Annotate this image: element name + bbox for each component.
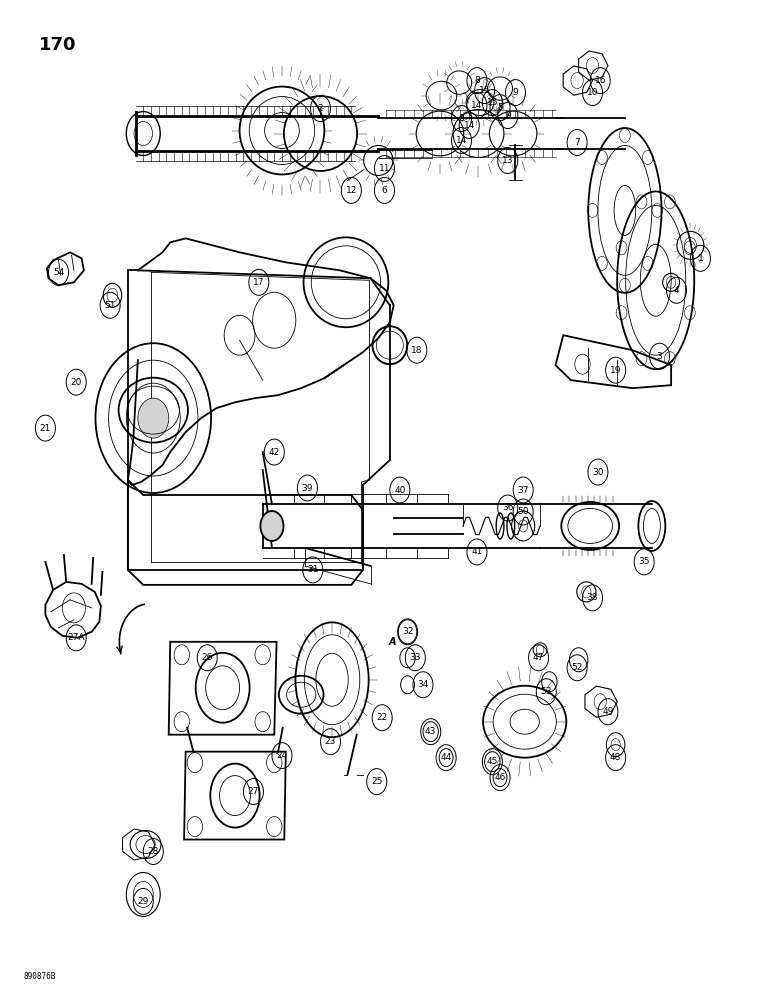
Text: 7: 7	[574, 138, 580, 147]
Text: 19: 19	[610, 366, 621, 375]
Text: 24: 24	[276, 751, 288, 760]
Text: 51: 51	[104, 301, 116, 310]
Text: 17: 17	[253, 278, 265, 287]
Text: 22: 22	[377, 713, 388, 722]
Text: 33: 33	[409, 653, 421, 662]
Text: 15: 15	[486, 98, 498, 107]
Text: 31: 31	[307, 565, 319, 574]
Text: 8: 8	[459, 114, 465, 123]
Text: 23: 23	[325, 737, 336, 746]
Text: 14: 14	[455, 136, 467, 145]
Text: 53: 53	[540, 687, 552, 696]
Text: 2: 2	[318, 104, 323, 113]
Text: 9: 9	[505, 111, 510, 120]
Text: 27A: 27A	[67, 633, 85, 642]
Text: 9: 9	[513, 88, 518, 97]
Text: 41: 41	[471, 547, 482, 556]
Text: 15: 15	[479, 86, 490, 95]
Text: 42: 42	[269, 448, 280, 457]
Text: 3: 3	[657, 352, 662, 361]
Text: 45: 45	[486, 757, 498, 766]
Text: 27: 27	[248, 787, 259, 796]
Text: 14: 14	[471, 101, 482, 110]
Text: 30: 30	[592, 468, 604, 477]
Text: 8: 8	[474, 76, 480, 85]
Text: 170: 170	[39, 36, 76, 54]
Text: 25: 25	[371, 777, 382, 786]
Text: A: A	[388, 637, 396, 647]
Text: 16: 16	[594, 76, 606, 85]
Text: 10: 10	[587, 88, 598, 97]
Text: 40: 40	[394, 486, 405, 495]
Text: 46: 46	[494, 773, 506, 782]
Text: 49: 49	[602, 707, 614, 716]
Text: 54: 54	[52, 268, 64, 277]
Text: 48: 48	[610, 753, 621, 762]
Text: 14: 14	[463, 121, 475, 130]
Text: 6: 6	[381, 186, 388, 195]
Text: 21: 21	[39, 424, 51, 433]
Text: 47: 47	[533, 653, 544, 662]
Text: 1: 1	[698, 254, 703, 263]
Text: 39: 39	[302, 484, 313, 493]
Text: 26: 26	[201, 653, 213, 662]
Text: 32: 32	[402, 627, 413, 636]
Text: 20: 20	[70, 378, 82, 387]
Text: 36: 36	[502, 503, 513, 512]
Text: 34: 34	[418, 680, 428, 689]
Text: 35: 35	[638, 557, 650, 566]
Text: 29: 29	[137, 897, 149, 906]
Text: 4: 4	[674, 286, 679, 295]
Text: 890876B: 890876B	[24, 972, 56, 981]
Text: 5: 5	[497, 103, 503, 112]
Text: 12: 12	[346, 186, 357, 195]
Text: 43: 43	[425, 727, 436, 736]
Text: 13: 13	[502, 156, 513, 165]
Text: 37: 37	[517, 486, 529, 495]
Text: 28: 28	[147, 847, 159, 856]
Circle shape	[138, 398, 169, 438]
Text: 50: 50	[517, 507, 529, 516]
Circle shape	[260, 511, 283, 541]
Text: 18: 18	[411, 346, 422, 355]
Text: 11: 11	[379, 164, 390, 173]
Text: 52: 52	[571, 663, 583, 672]
Text: 38: 38	[587, 593, 598, 602]
Text: 44: 44	[441, 753, 452, 762]
